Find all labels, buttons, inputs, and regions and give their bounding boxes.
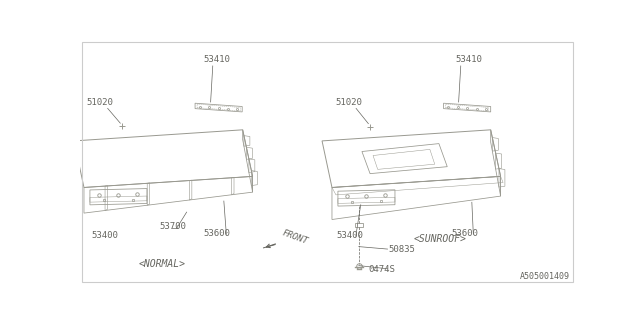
Text: <SUNROOF>: <SUNROOF> (413, 234, 466, 244)
Text: 50835: 50835 (388, 245, 415, 254)
Text: 53410: 53410 (203, 55, 230, 64)
Text: 0474S: 0474S (369, 265, 396, 274)
Text: A505001409: A505001409 (520, 272, 570, 281)
Text: 53600: 53600 (451, 229, 478, 238)
Text: 51020: 51020 (86, 98, 113, 107)
Text: 53410: 53410 (455, 55, 482, 64)
Text: 53600: 53600 (203, 229, 230, 238)
Text: 53700: 53700 (159, 222, 186, 231)
Text: <NORMAL>: <NORMAL> (138, 259, 186, 269)
Text: 53400: 53400 (336, 231, 363, 240)
Text: FRONT: FRONT (266, 228, 309, 248)
Text: 53400: 53400 (91, 231, 118, 240)
Text: 51020: 51020 (335, 98, 362, 107)
